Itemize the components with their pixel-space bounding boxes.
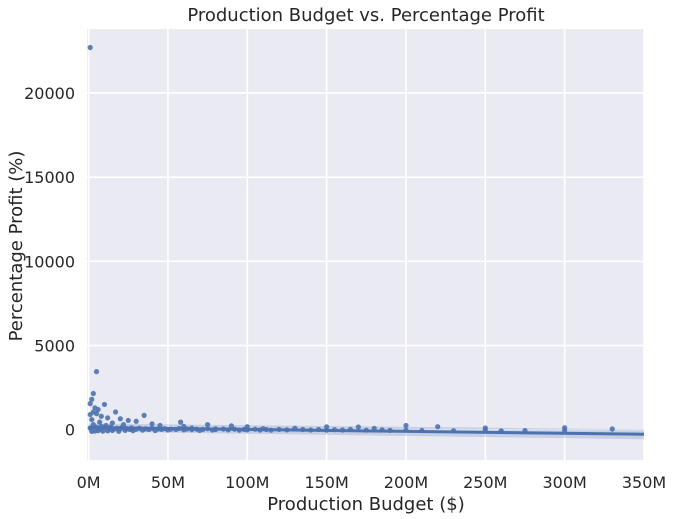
data-point xyxy=(117,416,123,422)
data-point xyxy=(105,415,111,421)
y-tick-labels: 0 5000 10000 15000 20000 xyxy=(24,84,75,440)
data-point xyxy=(87,400,93,407)
data-point xyxy=(205,422,211,428)
x-tick-label: 150M xyxy=(304,473,348,492)
data-point xyxy=(435,424,441,430)
x-axis-label: Production Budget ($) xyxy=(267,494,464,515)
y-tick-label: 15000 xyxy=(24,168,75,187)
x-tick-label: 100M xyxy=(225,473,269,492)
data-point xyxy=(112,409,119,415)
data-point xyxy=(89,396,95,402)
data-point xyxy=(95,406,101,413)
x-tick-label: 50M xyxy=(151,473,185,492)
regression-line-group xyxy=(88,426,645,436)
data-point xyxy=(609,426,615,432)
x-tick-label: 0M xyxy=(77,473,101,492)
data-point xyxy=(97,419,103,425)
data-point xyxy=(228,423,235,429)
y-tick-label: 10000 xyxy=(24,252,75,271)
y-axis-label: Percentage Profit (%) xyxy=(6,151,27,342)
x-tick-label: 250M xyxy=(463,473,507,492)
data-point xyxy=(101,401,108,408)
data-point xyxy=(133,418,139,424)
data-point xyxy=(125,417,131,424)
data-point xyxy=(98,413,104,419)
data-point xyxy=(93,369,100,375)
data-point xyxy=(355,424,361,430)
data-point xyxy=(87,411,93,418)
chart-title: Production Budget vs. Percentage Profit xyxy=(187,5,544,26)
regression-line xyxy=(88,426,645,436)
data-point xyxy=(149,421,155,427)
y-tick-label: 20000 xyxy=(24,84,75,103)
x-tick-label: 350M xyxy=(622,473,666,492)
data-point xyxy=(90,390,96,397)
data-point xyxy=(89,416,95,423)
data-point xyxy=(109,420,115,426)
data-point xyxy=(562,427,568,433)
x-tick-label: 200M xyxy=(384,473,428,492)
x-tick-label: 300M xyxy=(542,473,586,492)
data-point xyxy=(87,44,93,51)
x-tick-labels: 0M 50M 100M 150M 200M 250M 300M 350M xyxy=(77,473,667,492)
y-tick-label: 0 xyxy=(65,421,75,440)
y-tick-label: 5000 xyxy=(34,337,75,356)
data-point xyxy=(403,422,409,429)
data-point xyxy=(141,412,147,418)
data-point xyxy=(93,411,100,417)
plot-background xyxy=(87,29,644,460)
data-point xyxy=(178,419,184,425)
